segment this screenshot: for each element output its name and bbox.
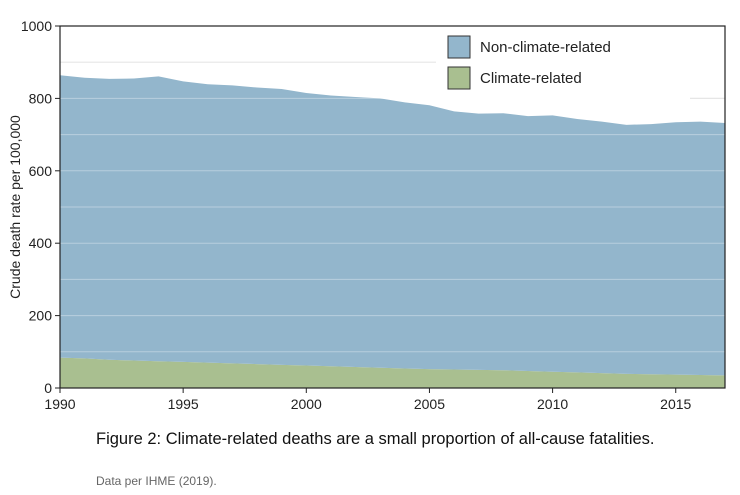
legend-label-climate-related: Climate-related: [480, 70, 582, 87]
legend-label-non-climate-related: Non-climate-related: [480, 39, 611, 56]
y-tick-label: 0: [44, 380, 52, 396]
figure-source: Data per IHME (2019).: [96, 474, 217, 488]
area-non-climate-related: [60, 75, 725, 376]
legend-swatch-non-climate-related: [447, 35, 471, 59]
figure-caption: Figure 2: Climate-related deaths are a s…: [96, 430, 655, 448]
x-tick-label: 2015: [660, 396, 691, 412]
area-climate-related: [60, 357, 725, 388]
x-tick-label: 1990: [44, 396, 75, 412]
y-tick-label: 1000: [21, 18, 52, 34]
x-tick-label: 2010: [537, 396, 568, 412]
y-tick-label: 800: [29, 90, 53, 106]
plot-frame: [59, 25, 726, 389]
y-tick-label: 600: [29, 163, 53, 179]
y-tick-label: 200: [29, 308, 53, 324]
x-tick-label: 2000: [291, 396, 322, 412]
x-tick-label: 1995: [168, 396, 199, 412]
legend-swatch-climate-related: [447, 66, 471, 90]
y-tick-label: 400: [29, 235, 53, 251]
chart: 1990 1995 2000 2005 2010 2015 0 200 400 600 800 10…: [7, 18, 726, 412]
y-axis-label: Crude death rate per 100,000: [7, 115, 23, 299]
legend: Non-climate-related Climate-related: [447, 35, 611, 90]
x-tick-label: 2005: [414, 396, 445, 412]
